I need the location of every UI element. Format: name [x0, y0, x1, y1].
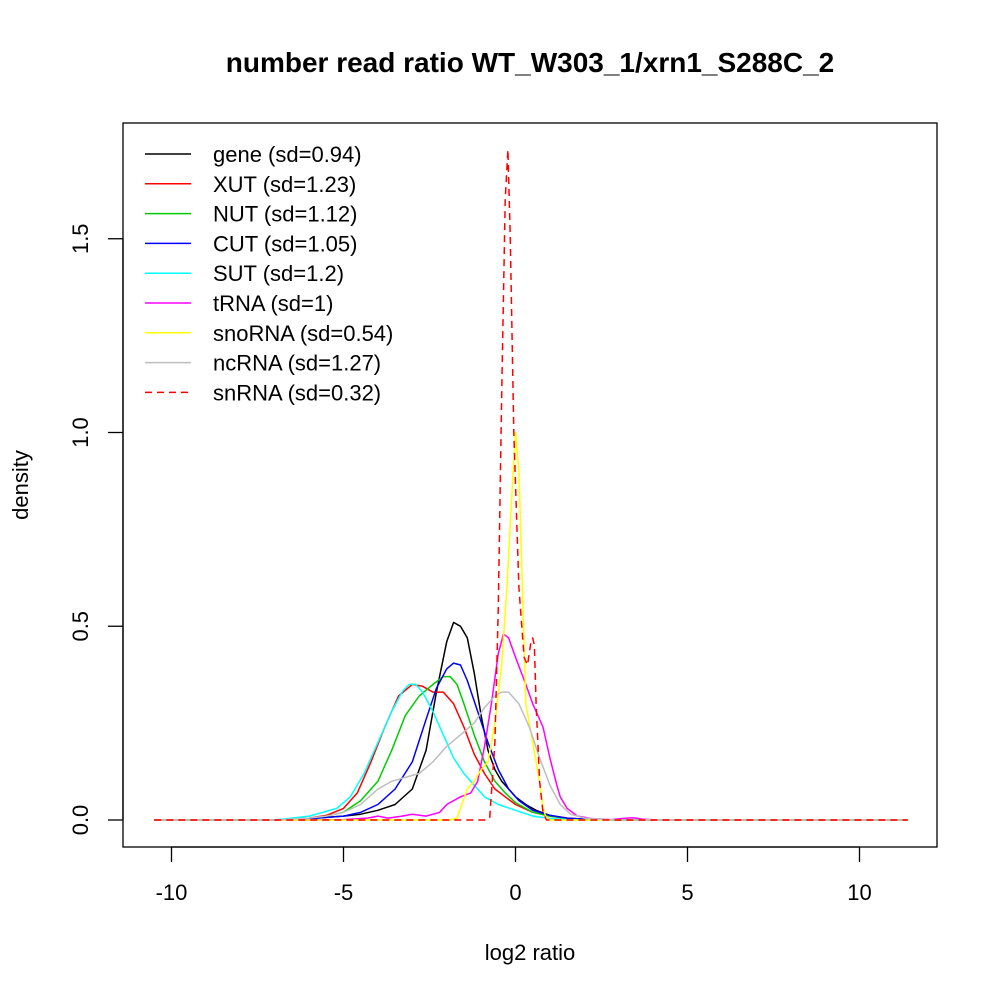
x-axis: -10 -5 0 5 10: [156, 846, 872, 905]
legend-label: ncRNA (sd=1.27): [213, 351, 381, 376]
legend-label: CUT (sd=1.05): [213, 231, 357, 256]
legend-label: XUT (sd=1.23): [213, 172, 356, 197]
legend: gene (sd=0.94) XUT (sd=1.23) NUT (sd=1.12)…: [145, 142, 393, 405]
y-tick-label: 1.0: [68, 417, 93, 448]
x-tick-label: 0: [509, 880, 521, 905]
legend-label: snoRNA (sd=0.54): [213, 321, 393, 346]
x-tick-label: 5: [681, 880, 693, 905]
x-tick-label: -10: [156, 880, 188, 905]
series-line-4: [154, 662, 908, 821]
series-layer: [154, 148, 908, 821]
y-axis-label: density: [8, 450, 33, 520]
y-tick-label: 0.5: [68, 611, 93, 642]
series-line-1: [154, 621, 908, 821]
legend-label: SUT (sd=1.2): [213, 261, 344, 286]
y-tick-label: 1.5: [68, 223, 93, 254]
series-line-5: [154, 683, 908, 821]
series-line-8: [154, 691, 908, 821]
legend-label: NUT (sd=1.12): [213, 202, 357, 227]
legend-label: snRNA (sd=0.32): [213, 380, 381, 405]
y-tick-label: 0.0: [68, 805, 93, 836]
legend-label: gene (sd=0.94): [213, 142, 362, 167]
x-tick-label: 10: [847, 880, 871, 905]
series-line-6: [154, 633, 908, 821]
legend-label: tRNA (sd=1): [213, 291, 333, 316]
x-axis-label: log2 ratio: [485, 940, 576, 965]
series-line-7: [154, 431, 908, 821]
chart-title: number read ratio WT_W303_1/xrn1_S288C_2: [226, 47, 834, 78]
y-axis: 0.0 0.5 1.0 1.5: [68, 223, 124, 836]
series-line-2: [154, 683, 908, 821]
series-line-9: [154, 148, 908, 821]
x-tick-label: -5: [334, 880, 354, 905]
